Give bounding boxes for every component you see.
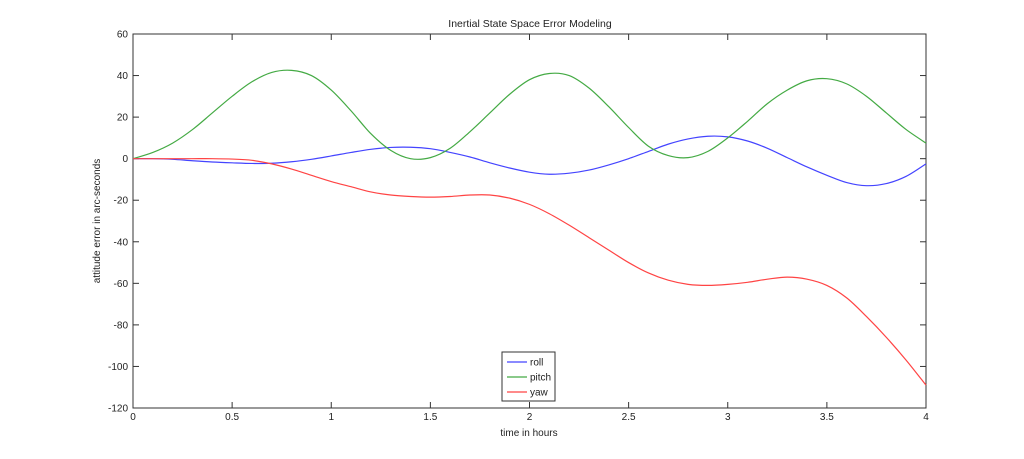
x-tick-label: 1 bbox=[328, 412, 334, 423]
x-tick-label: 1.5 bbox=[423, 412, 437, 423]
x-tick-label: 0 bbox=[130, 412, 136, 423]
y-tick-label: -80 bbox=[114, 320, 129, 331]
y-tick-label: 20 bbox=[117, 113, 129, 124]
y-axis-ticks: 60 40 20 0 -20 -40 -60 -80 -100 -120 bbox=[108, 30, 926, 415]
x-tick-label: 3 bbox=[725, 412, 731, 423]
x-tick-label: 0.5 bbox=[225, 412, 239, 423]
series-yaw-line bbox=[133, 158, 927, 386]
y-axis-label: attitude error in arc-seconds bbox=[92, 159, 103, 284]
series-roll-line bbox=[132, 135, 927, 187]
legend: roll pitch yaw bbox=[501, 351, 556, 402]
y-tick-label: -100 bbox=[108, 362, 128, 373]
x-tick-label: 4 bbox=[923, 412, 929, 423]
y-tick-label: -60 bbox=[114, 279, 129, 290]
chart-title: Inertial State Space Error Modeling bbox=[448, 18, 612, 30]
legend-label-pitch: pitch bbox=[530, 373, 551, 384]
series-lines bbox=[132, 69, 927, 386]
legend-label-yaw: yaw bbox=[530, 388, 549, 399]
y-tick-label: 40 bbox=[117, 71, 129, 82]
y-tick-label: 60 bbox=[117, 30, 129, 41]
plot-area bbox=[132, 33, 927, 409]
x-axis-ticks: 0 0.5 1 1.5 2 2.5 3 3.5 4 bbox=[130, 34, 929, 423]
x-tick-label: 2.5 bbox=[622, 412, 636, 423]
series-pitch-line bbox=[132, 69, 927, 160]
y-tick-label: 0 bbox=[122, 154, 128, 165]
x-axis-label: time in hours bbox=[500, 428, 557, 439]
y-tick-label: -120 bbox=[108, 404, 128, 415]
y-tick-label: -40 bbox=[114, 237, 129, 248]
x-tick-label: 3.5 bbox=[820, 412, 834, 423]
x-tick-label: 2 bbox=[527, 412, 533, 423]
legend-label-roll: roll bbox=[530, 358, 543, 369]
y-tick-label: -20 bbox=[114, 196, 129, 207]
